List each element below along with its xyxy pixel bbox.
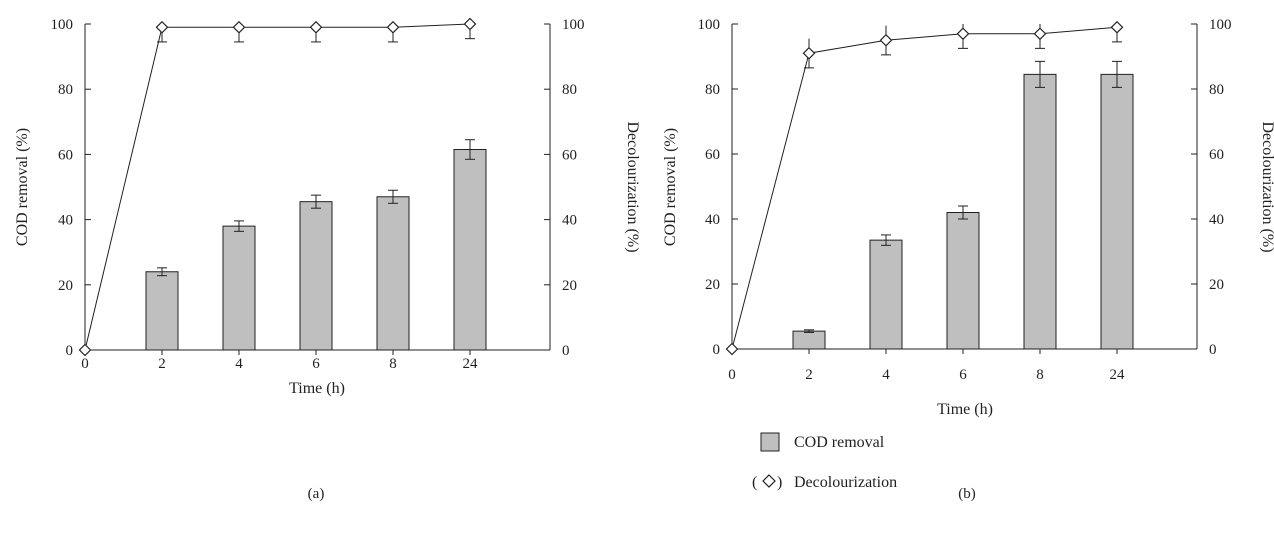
legend-bar-swatch bbox=[760, 432, 780, 452]
legend-diamond-marker bbox=[762, 474, 776, 488]
bar-cod-removal bbox=[1100, 73, 1134, 350]
right-tick-group: 0 20 40 60 80 100 bbox=[544, 17, 585, 359]
bar-cod-removal bbox=[222, 225, 256, 351]
x-tick-label: 2 bbox=[805, 367, 813, 383]
y2-axis-label: Decolourization (%) bbox=[1259, 121, 1274, 252]
left-tick-group: 0 20 40 60 80 100 bbox=[698, 17, 738, 358]
decolourization-point bbox=[725, 342, 739, 356]
bar-cod-removal bbox=[376, 196, 410, 351]
decolourization-point bbox=[1110, 20, 1124, 34]
x-axis-label: Time (h) bbox=[289, 380, 345, 397]
left-tick-group: 0 20 40 60 80 100 bbox=[51, 17, 91, 359]
y-tick-label: 60 bbox=[705, 147, 720, 163]
y2-axis-label: Decolourization (%) bbox=[624, 121, 641, 252]
x-tick-label: 8 bbox=[1036, 367, 1044, 383]
y-axis-label: COD removal (%) bbox=[662, 128, 679, 246]
bar-cod-removal bbox=[453, 149, 487, 351]
bar-cod-removal bbox=[869, 239, 903, 350]
bar-series bbox=[792, 60, 1134, 350]
y-tick-label: 80 bbox=[58, 82, 73, 98]
legend: COD removal ( ) Decolourization bbox=[752, 432, 897, 491]
x-tick-label: 0 bbox=[81, 356, 89, 372]
decolourization-point bbox=[1033, 27, 1047, 41]
legend-line-suffix: ) bbox=[777, 474, 782, 491]
y2-tick-label: 100 bbox=[1209, 17, 1232, 33]
x-tick-label: 6 bbox=[312, 356, 320, 372]
line-series bbox=[725, 20, 1124, 356]
y2-tick-label: 60 bbox=[562, 147, 577, 163]
y-tick-label: 40 bbox=[58, 213, 73, 229]
line-series bbox=[78, 17, 477, 357]
y-tick-label: 60 bbox=[58, 147, 73, 163]
right-tick-group: 0 20 40 60 80 100 bbox=[1191, 17, 1232, 358]
bar-cod-removal bbox=[792, 330, 826, 350]
y-tick-label: 40 bbox=[705, 212, 720, 228]
y2-tick-label: 0 bbox=[1209, 342, 1217, 358]
legend-line-label: Decolourization bbox=[794, 474, 897, 491]
y-tick-label: 100 bbox=[51, 17, 74, 33]
line-decolourization bbox=[731, 26, 1118, 350]
decolourization-point bbox=[879, 33, 893, 47]
y2-tick-label: 80 bbox=[562, 82, 577, 98]
panel-label: (a) bbox=[308, 486, 325, 502]
x-tick-label: 8 bbox=[389, 356, 397, 372]
y2-tick-label: 40 bbox=[562, 213, 577, 229]
y2-tick-label: 40 bbox=[1209, 212, 1224, 228]
line-decolourization bbox=[84, 23, 471, 351]
x-tick-label: 24 bbox=[1110, 367, 1126, 383]
bar-series bbox=[145, 139, 487, 351]
y-tick-label: 100 bbox=[698, 17, 721, 33]
y-tick-label: 20 bbox=[58, 278, 73, 294]
decolourization-point bbox=[78, 343, 92, 357]
bar-cod-removal bbox=[946, 212, 980, 350]
x-tick-label: 4 bbox=[235, 356, 243, 372]
legend-line-prefix: ( bbox=[752, 474, 757, 491]
y2-tick-label: 80 bbox=[1209, 82, 1224, 98]
decolourization-point bbox=[232, 20, 246, 34]
panel-label: (b) bbox=[958, 486, 976, 502]
x-tick-group: 0 2 4 6 8 24 bbox=[81, 350, 478, 372]
x-tick-label: 4 bbox=[882, 367, 890, 383]
y2-tick-label: 0 bbox=[562, 343, 570, 359]
decolourization-point bbox=[155, 20, 169, 34]
decolourization-point bbox=[463, 17, 477, 31]
decolourization-point bbox=[956, 27, 970, 41]
legend-bar-label: COD removal bbox=[794, 434, 885, 451]
decolourization-point bbox=[386, 20, 400, 34]
y2-tick-label: 20 bbox=[1209, 277, 1224, 293]
y-tick-label: 80 bbox=[705, 82, 720, 98]
x-axis-label: Time (h) bbox=[937, 401, 993, 418]
y-tick-label: 0 bbox=[713, 342, 721, 358]
y2-tick-label: 20 bbox=[562, 278, 577, 294]
y2-tick-label: 100 bbox=[562, 17, 585, 33]
decolourization-point bbox=[309, 20, 323, 34]
y2-tick-label: 60 bbox=[1209, 147, 1224, 163]
x-tick-label: 6 bbox=[959, 367, 967, 383]
y-tick-label: 0 bbox=[66, 343, 74, 359]
bar-cod-removal bbox=[1023, 73, 1057, 350]
x-tick-label: 2 bbox=[158, 356, 166, 372]
bar-cod-removal bbox=[299, 201, 333, 351]
x-tick-group: 0 2 4 6 8 24 bbox=[728, 349, 1125, 383]
y-axis-label: COD removal (%) bbox=[14, 128, 31, 246]
x-tick-label: 0 bbox=[728, 367, 736, 383]
x-tick-label: 24 bbox=[463, 356, 479, 372]
y-tick-label: 20 bbox=[705, 277, 720, 293]
bar-cod-removal bbox=[145, 271, 179, 351]
decolourization-point bbox=[802, 46, 816, 60]
